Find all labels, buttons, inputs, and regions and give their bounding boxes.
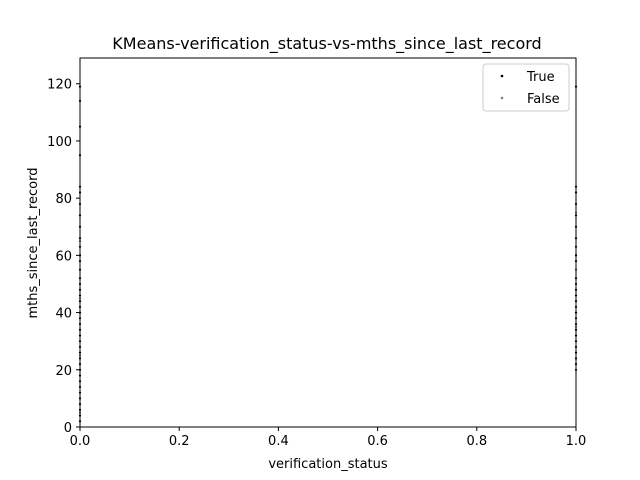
legend-box xyxy=(482,63,570,112)
x-axis-label: verification_status xyxy=(268,457,388,472)
plot-area-frame xyxy=(79,57,577,428)
y-tick-label: 0 xyxy=(64,421,72,436)
chart-title: KMeans-verification_status-vs-mths_since… xyxy=(112,34,541,54)
x-tick-label: 0.8 xyxy=(466,434,487,449)
y-axis-ticks: 0 20 40 60 80 100 120 xyxy=(47,78,80,436)
x-tick-label: 0.6 xyxy=(367,434,388,449)
legend-label-true: True xyxy=(526,70,555,85)
y-tick-label: 40 xyxy=(55,307,72,322)
y-axis-label: mths_since_last_record xyxy=(26,167,41,318)
y-tick-label: 20 xyxy=(55,364,72,379)
x-tick-label: 0.4 xyxy=(268,434,289,449)
legend-label-false: False xyxy=(527,92,560,107)
y-tick-label: 60 xyxy=(55,249,72,264)
legend: True False xyxy=(482,63,570,112)
x-tick-label: 0.2 xyxy=(169,434,190,449)
y-tick-label: 100 xyxy=(47,135,72,150)
legend-marker-false xyxy=(500,96,504,100)
x-tick-label: 1.0 xyxy=(566,434,587,449)
y-tick-label: 120 xyxy=(47,78,72,93)
x-axis-ticks: 0.0 0.2 0.4 0.6 0.8 1.0 xyxy=(70,427,587,449)
legend-marker-true xyxy=(500,74,504,78)
x-tick-label: 0.0 xyxy=(70,434,91,449)
y-tick-label: 80 xyxy=(55,192,72,207)
data-points xyxy=(78,85,578,423)
